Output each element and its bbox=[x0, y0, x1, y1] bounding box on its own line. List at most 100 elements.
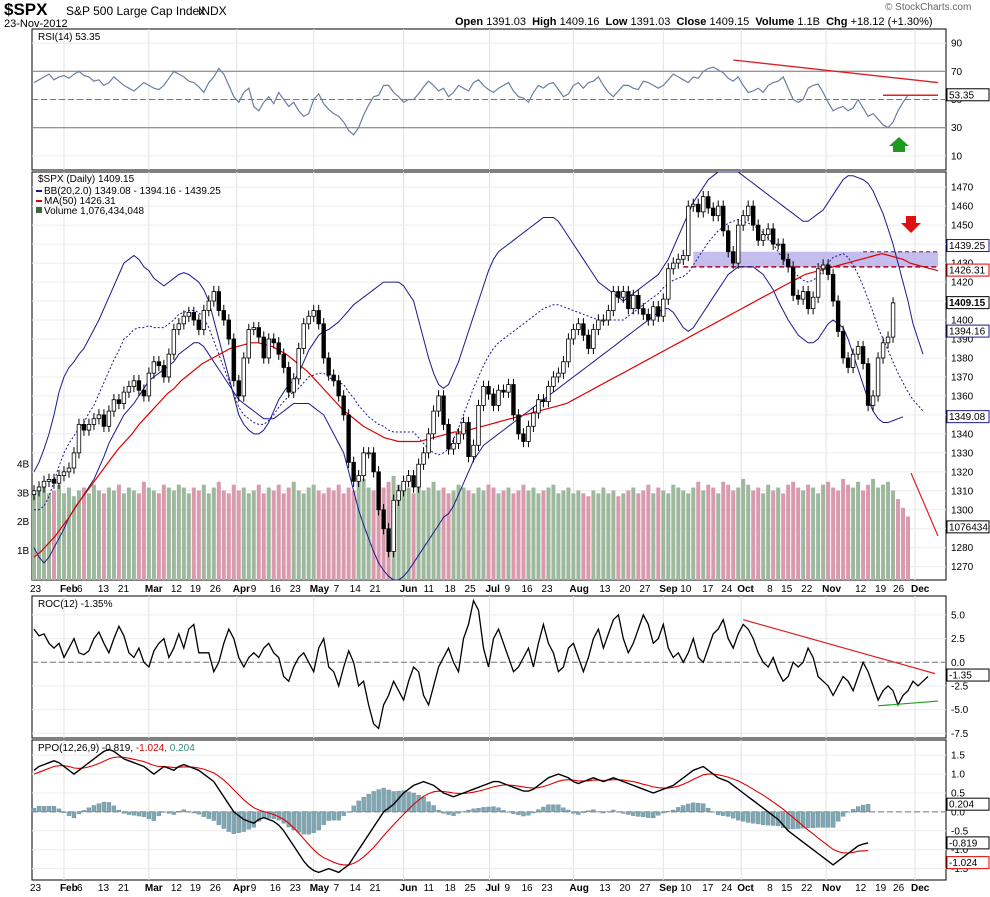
candle-body bbox=[760, 234, 766, 241]
price-xlabel: 22 bbox=[801, 584, 813, 595]
ppo-xlabel: 9 bbox=[251, 883, 257, 894]
ppo-hist-bar bbox=[131, 811, 137, 816]
price-tick-label: 1310 bbox=[951, 486, 974, 497]
ppo-xlabel: Oct bbox=[737, 883, 754, 894]
ppo-tick-label: 0.5 bbox=[951, 788, 965, 799]
volume-bar bbox=[791, 481, 796, 580]
ppo-hist-bar bbox=[456, 811, 461, 814]
candle-body bbox=[331, 374, 336, 382]
ppo-hist-bar bbox=[840, 811, 846, 817]
chg-value: +18.12 (+1.30%) bbox=[850, 16, 933, 28]
candle-body bbox=[266, 338, 271, 359]
candle-body bbox=[576, 323, 581, 330]
volume-bar bbox=[776, 487, 781, 580]
candle-body bbox=[56, 475, 62, 484]
volume-bar bbox=[586, 496, 591, 580]
roc-title: ROC(12) -1.35% bbox=[38, 599, 113, 610]
candle-body bbox=[426, 433, 431, 454]
volume-bar bbox=[281, 493, 286, 580]
ppo-hist-bar bbox=[466, 809, 471, 813]
chart-date: 23-Nov-2012 bbox=[4, 18, 68, 30]
volume-bar bbox=[36, 490, 41, 580]
candle-body bbox=[166, 353, 172, 378]
candle-body bbox=[456, 433, 461, 444]
roc-tick-label: -7.5 bbox=[951, 729, 969, 740]
ppo-hist-bar bbox=[506, 811, 511, 813]
candle-body bbox=[566, 338, 571, 363]
price-xlabel: 15 bbox=[781, 584, 793, 595]
ppo-hist-bar bbox=[721, 811, 726, 816]
volume-bar bbox=[471, 493, 476, 580]
ppo-hist-bar bbox=[691, 802, 696, 813]
candle-body bbox=[71, 452, 77, 469]
volume-bar bbox=[116, 484, 121, 580]
candle-body bbox=[636, 294, 641, 310]
candle-body bbox=[526, 425, 531, 442]
price-tick-label: 1270 bbox=[951, 562, 974, 573]
candle-body bbox=[785, 258, 791, 268]
ppo-hist-bar bbox=[366, 793, 371, 813]
ppo-hist-bar bbox=[181, 809, 186, 813]
price-xlabel: 17 bbox=[702, 584, 714, 595]
ppo-hist-bar bbox=[526, 811, 531, 816]
candle-body bbox=[391, 499, 396, 552]
bb-upper-line bbox=[33, 171, 924, 473]
volume-bar bbox=[181, 487, 186, 580]
ppo-hist-bar bbox=[551, 804, 556, 813]
candle-body bbox=[506, 384, 511, 393]
ppo-value-label-box bbox=[946, 836, 990, 850]
volume-bar bbox=[276, 484, 281, 580]
volume-bar bbox=[166, 487, 171, 580]
rsi-trend-line bbox=[733, 59, 939, 84]
volume-bar bbox=[126, 487, 131, 580]
candle-body bbox=[501, 389, 506, 393]
ppo-hist-bar bbox=[571, 811, 576, 814]
candle-body bbox=[726, 230, 731, 253]
volume-bar bbox=[721, 481, 726, 580]
ppo-hist-bar bbox=[316, 811, 321, 831]
ppo-hist-bar bbox=[741, 811, 746, 822]
low-label: Low bbox=[605, 16, 628, 28]
candle-body bbox=[86, 423, 92, 431]
volume-bar bbox=[146, 487, 151, 580]
volume-bar bbox=[711, 487, 716, 580]
volume-bar bbox=[506, 487, 511, 580]
volume-bar bbox=[906, 516, 911, 580]
volume-bar bbox=[781, 493, 786, 580]
volume-bar bbox=[32, 493, 36, 580]
candle-body bbox=[516, 414, 521, 435]
price-xlabel: 9 bbox=[251, 584, 257, 595]
roc-support-line bbox=[878, 700, 939, 707]
price-xlabel: 24 bbox=[721, 584, 733, 595]
ppo-tick-label: -0.5 bbox=[951, 826, 969, 837]
candle-body bbox=[870, 395, 876, 406]
ppo-xlabel: 16 bbox=[270, 883, 282, 894]
candle-body bbox=[830, 274, 836, 302]
volume-bar bbox=[866, 484, 871, 580]
volume-bar bbox=[526, 490, 531, 580]
ppo-hist-bar bbox=[256, 811, 261, 822]
volume-bar bbox=[876, 487, 881, 580]
volume-bar bbox=[481, 490, 486, 580]
ppo-hist-bar bbox=[641, 811, 646, 817]
ppo-signal-label-box bbox=[946, 856, 990, 870]
candle-body bbox=[596, 319, 601, 330]
candle-body bbox=[346, 414, 351, 463]
volume-bar bbox=[111, 490, 116, 580]
candle-body bbox=[716, 205, 721, 217]
candle-body bbox=[471, 444, 476, 458]
price-xlabel: 21 bbox=[370, 584, 382, 595]
ppo-hist-bar bbox=[121, 811, 127, 814]
price-tick-label: 1360 bbox=[951, 391, 974, 402]
ppo-hist-bar bbox=[805, 811, 811, 828]
ppo-xlabel: Aug bbox=[569, 883, 588, 894]
candle-body bbox=[401, 480, 406, 492]
ppo-xlabel: 22 bbox=[801, 883, 813, 894]
candle-body bbox=[461, 422, 466, 435]
volume-bar bbox=[366, 487, 371, 580]
rsi-line bbox=[33, 66, 909, 136]
ppo-xlabel: 23 bbox=[541, 883, 553, 894]
volume-bar bbox=[411, 493, 416, 580]
price-xlabel: 13 bbox=[98, 584, 110, 595]
ppo-xlabel: 13 bbox=[98, 883, 110, 894]
